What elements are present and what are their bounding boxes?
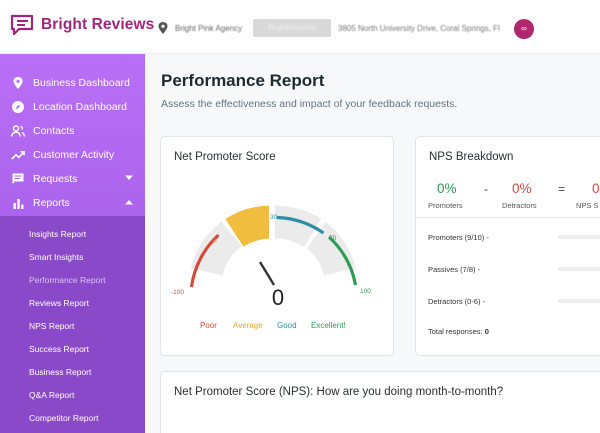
reports-submenu: Insights Report Smart Insights Performan… bbox=[0, 216, 145, 433]
sidebar-item-label: Contacts bbox=[33, 125, 75, 137]
page-subtitle: Assess the effectiveness and impact of y… bbox=[161, 98, 458, 110]
gauge-needle bbox=[258, 261, 276, 286]
breakdown-card-title: NPS Breakdown bbox=[429, 151, 514, 163]
tick-label-minus-100: -100 bbox=[171, 289, 184, 296]
sidebar-item-label: Requests bbox=[33, 173, 78, 185]
sidebar-item-customer-activity[interactable]: Customer Activity bbox=[0, 143, 145, 167]
agency-name[interactable]: Bright Pink Agency bbox=[175, 24, 243, 33]
sidebar-item-label: Business Dashboard bbox=[33, 77, 130, 89]
nps-percent: 0 bbox=[592, 181, 600, 196]
sidebar-item-label: Location Dashboard bbox=[33, 101, 127, 113]
caret-up-icon[interactable] bbox=[125, 199, 133, 205]
nps-score-value: 0 bbox=[271, 285, 285, 310]
monthly-card-title: Net Promoter Score (NPS): How are you do… bbox=[174, 386, 504, 398]
gauge-arc-poor bbox=[189, 233, 220, 288]
nps-gauge: -100 0 30 70 100 bbox=[171, 205, 371, 296]
sidebar-item-reports[interactable]: Reports bbox=[0, 191, 145, 215]
submenu-item-performance-report[interactable]: Performance Report bbox=[29, 275, 106, 285]
gauge-arc-good bbox=[276, 215, 325, 235]
submenu-item-smart-insights[interactable]: Smart Insights bbox=[29, 252, 84, 262]
compass-icon bbox=[11, 100, 25, 114]
promoters-row-label: Promoters (9/10) - bbox=[428, 233, 489, 242]
sidebar: Business Dashboard Location Dashboard Co… bbox=[0, 54, 145, 433]
brand-name: Bright Reviews bbox=[41, 16, 155, 33]
passives-bar bbox=[558, 267, 600, 271]
gauge-segment-average bbox=[225, 205, 269, 247]
legend-poor: Poor bbox=[200, 321, 217, 330]
divider bbox=[416, 217, 600, 218]
passives-row-label: Passives (7/8) - bbox=[428, 265, 481, 274]
legend-good: Good bbox=[277, 321, 297, 330]
top-bar: Bright Reviews Bright Pink Agency Bright… bbox=[0, 0, 600, 54]
submenu-item-competitor-report[interactable]: Competitor Report bbox=[29, 413, 99, 423]
location-address: 3805 North University Drive, Coral Sprin… bbox=[338, 24, 500, 33]
nps-score-label: NPS S bbox=[576, 201, 599, 210]
detractors-row-label: Detractors (0-6) - bbox=[428, 297, 486, 306]
submenu-item-business-report[interactable]: Business Report bbox=[29, 367, 92, 377]
submenu-item-nps-report[interactable]: NPS Report bbox=[29, 321, 75, 331]
total-responses-value: 0 bbox=[484, 327, 489, 336]
legend-average: Average bbox=[233, 321, 263, 330]
nps-card: Net Promoter Score -100 0 30 70 100 0 Po… bbox=[160, 136, 394, 356]
sidebar-item-requests[interactable]: Requests bbox=[0, 167, 145, 191]
submenu-item-success-report[interactable]: Success Report bbox=[29, 344, 89, 354]
sidebar-item-label: Reports bbox=[33, 197, 70, 209]
detractors-label: Detractors bbox=[502, 201, 537, 210]
caret-down-icon[interactable] bbox=[125, 175, 133, 181]
promoters-bar bbox=[558, 235, 600, 239]
nps-card-title: Net Promoter Score bbox=[174, 151, 276, 163]
tick-label-0: 0 bbox=[213, 238, 217, 245]
sidebar-item-contacts[interactable]: Contacts bbox=[0, 119, 145, 143]
legend-excellent: Excellent! bbox=[311, 321, 346, 330]
tick-label-100: 100 bbox=[360, 288, 371, 295]
submenu-item-reviews-report[interactable]: Reviews Report bbox=[29, 298, 89, 308]
location-pin-icon bbox=[158, 22, 168, 34]
promoters-percent: 0% bbox=[437, 181, 457, 196]
chat-bubble-logo-icon bbox=[10, 14, 34, 36]
main-content: Performance Report Assess the effectiven… bbox=[145, 54, 600, 433]
tick-label-30: 30 bbox=[270, 214, 278, 221]
detractors-bar bbox=[558, 299, 600, 303]
total-responses-label: Total responses: 0 bbox=[428, 327, 489, 336]
submenu-item-qa-report[interactable]: Q&A Report bbox=[29, 390, 75, 400]
gauge-segment-excellent bbox=[307, 222, 356, 276]
submenu-item-insights-report[interactable]: Insights Report bbox=[29, 229, 87, 239]
detractors-percent: 0% bbox=[512, 181, 532, 196]
monthly-nps-card: Net Promoter Score (NPS): How are you do… bbox=[160, 371, 600, 433]
sidebar-item-label: Customer Activity bbox=[33, 149, 115, 161]
brand-logo[interactable]: Bright Reviews bbox=[10, 14, 154, 36]
sidebar-item-location-dashboard[interactable]: Location Dashboard bbox=[0, 95, 145, 119]
location-selector[interactable]: Brightlocation bbox=[253, 19, 331, 37]
nps-breakdown-card: NPS Breakdown 0% Promoters - 0% Detracto… bbox=[415, 136, 600, 356]
avatar[interactable]: ∞ bbox=[514, 19, 534, 39]
users-icon bbox=[11, 124, 25, 138]
location-pin-icon bbox=[11, 76, 25, 90]
equals-sign: = bbox=[558, 182, 566, 196]
promoters-label: Promoters bbox=[428, 201, 463, 210]
minus-sign: - bbox=[484, 182, 488, 196]
sidebar-item-business-dashboard[interactable]: Business Dashboard bbox=[0, 71, 145, 95]
gauge-arc-excellent bbox=[327, 235, 358, 286]
gauge-segment-poor bbox=[190, 221, 242, 276]
tick-label-70: 70 bbox=[329, 235, 337, 242]
bar-chart-icon bbox=[11, 196, 25, 210]
gauge-segment-good bbox=[275, 205, 321, 247]
trend-icon bbox=[11, 148, 25, 162]
message-icon bbox=[11, 172, 25, 186]
page-title: Performance Report bbox=[161, 71, 325, 90]
